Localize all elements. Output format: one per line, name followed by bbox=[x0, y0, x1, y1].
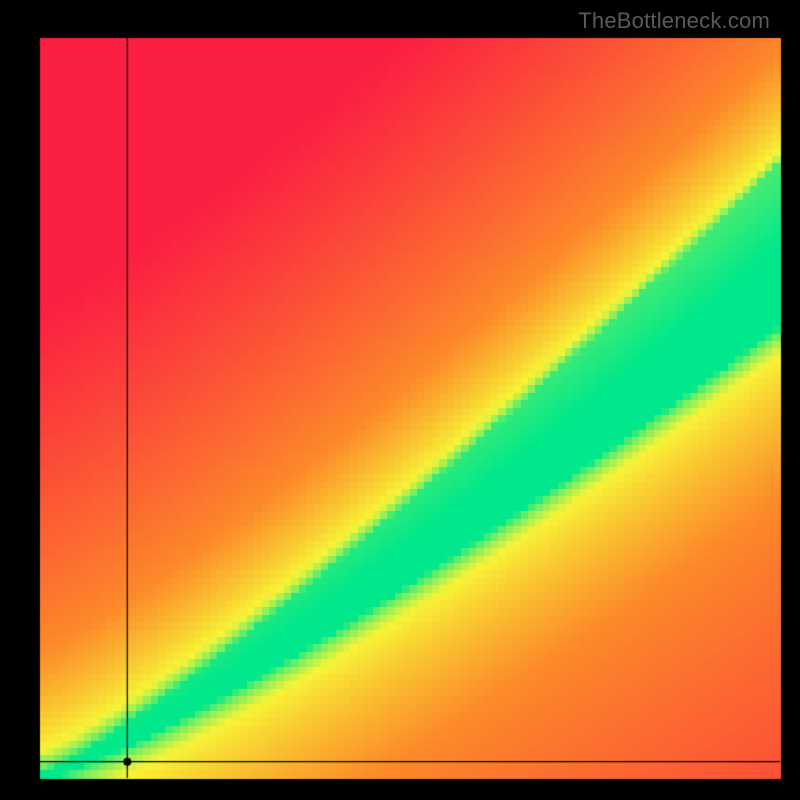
heatmap-canvas bbox=[0, 0, 800, 800]
watermark-text: TheBottleneck.com bbox=[578, 8, 770, 34]
